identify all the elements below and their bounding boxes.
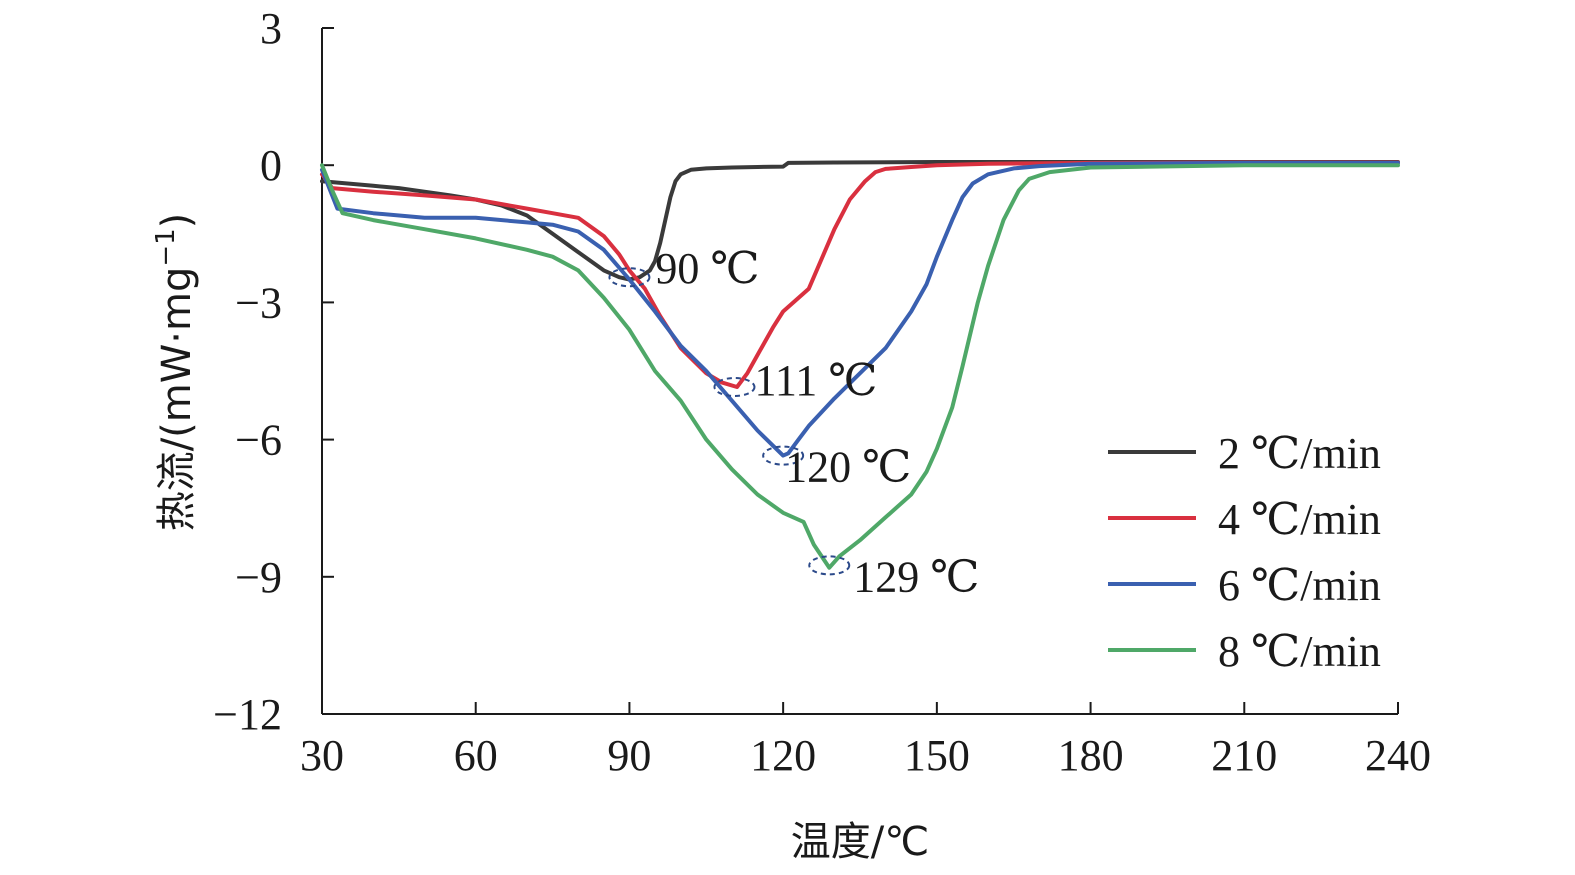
y-tick-label: 0 [260, 141, 282, 190]
y-tick-label: −9 [235, 553, 282, 602]
x-tick-label: 30 [300, 731, 344, 780]
peak-marker [713, 377, 756, 398]
x-tick-label: 90 [607, 731, 651, 780]
x-tick-label: 60 [454, 731, 498, 780]
peak-label: 129 ℃ [853, 552, 979, 601]
y-tick-label: −12 [213, 690, 282, 739]
y-tick-label: 3 [260, 4, 282, 53]
x-axis-title: 温度/℃ [791, 819, 929, 865]
y-axis-title-main: 热流/(mW·mg [154, 267, 200, 532]
y-axis-title-close: ) [154, 213, 200, 229]
axes [321, 28, 1398, 715]
x-tick-label: 240 [1365, 731, 1431, 780]
y-tick-label: −6 [235, 416, 282, 465]
legend: 2 ℃/min 4 ℃/min 6 ℃/min 8 ℃/min [1108, 429, 1381, 676]
legend-label-2: 4 ℃/min [1218, 495, 1381, 544]
legend-label-4: 8 ℃/min [1218, 627, 1381, 676]
peak-marker [608, 267, 651, 288]
x-tick-label: 180 [1058, 731, 1124, 780]
series-line-2 [320, 160, 1400, 389]
series-layer [320, 160, 1400, 570]
peak-marker [762, 445, 805, 466]
x-ticks: 30 60 90 120 150 180 210 240 [300, 702, 1431, 780]
legend-label-3: 6 ℃/min [1218, 561, 1381, 610]
peak-label: 120 ℃ [785, 443, 911, 492]
legend-label-1: 2 ℃/min [1218, 429, 1381, 478]
x-tick-label: 120 [750, 731, 816, 780]
peak-label: 111 ℃ [754, 356, 877, 405]
series-line-3 [320, 160, 1400, 458]
series-line-4 [320, 163, 1400, 570]
x-tick-label: 210 [1211, 731, 1277, 780]
y-tick-label: −3 [235, 278, 282, 327]
peak-label: 90 ℃ [655, 244, 759, 293]
y-ticks: 3 0 −3 −6 −9 −12 [213, 4, 334, 739]
y-axis-title-superscript: −1 [151, 228, 181, 266]
x-tick-label: 150 [904, 731, 970, 780]
series-line-1 [320, 160, 1400, 282]
peak-marker [808, 555, 851, 576]
y-axis-title: 热流/(mW·mg−1) [151, 213, 200, 532]
annotation-layer: 90 ℃ 111 ℃ 120 ℃ 129 ℃ [608, 244, 979, 601]
